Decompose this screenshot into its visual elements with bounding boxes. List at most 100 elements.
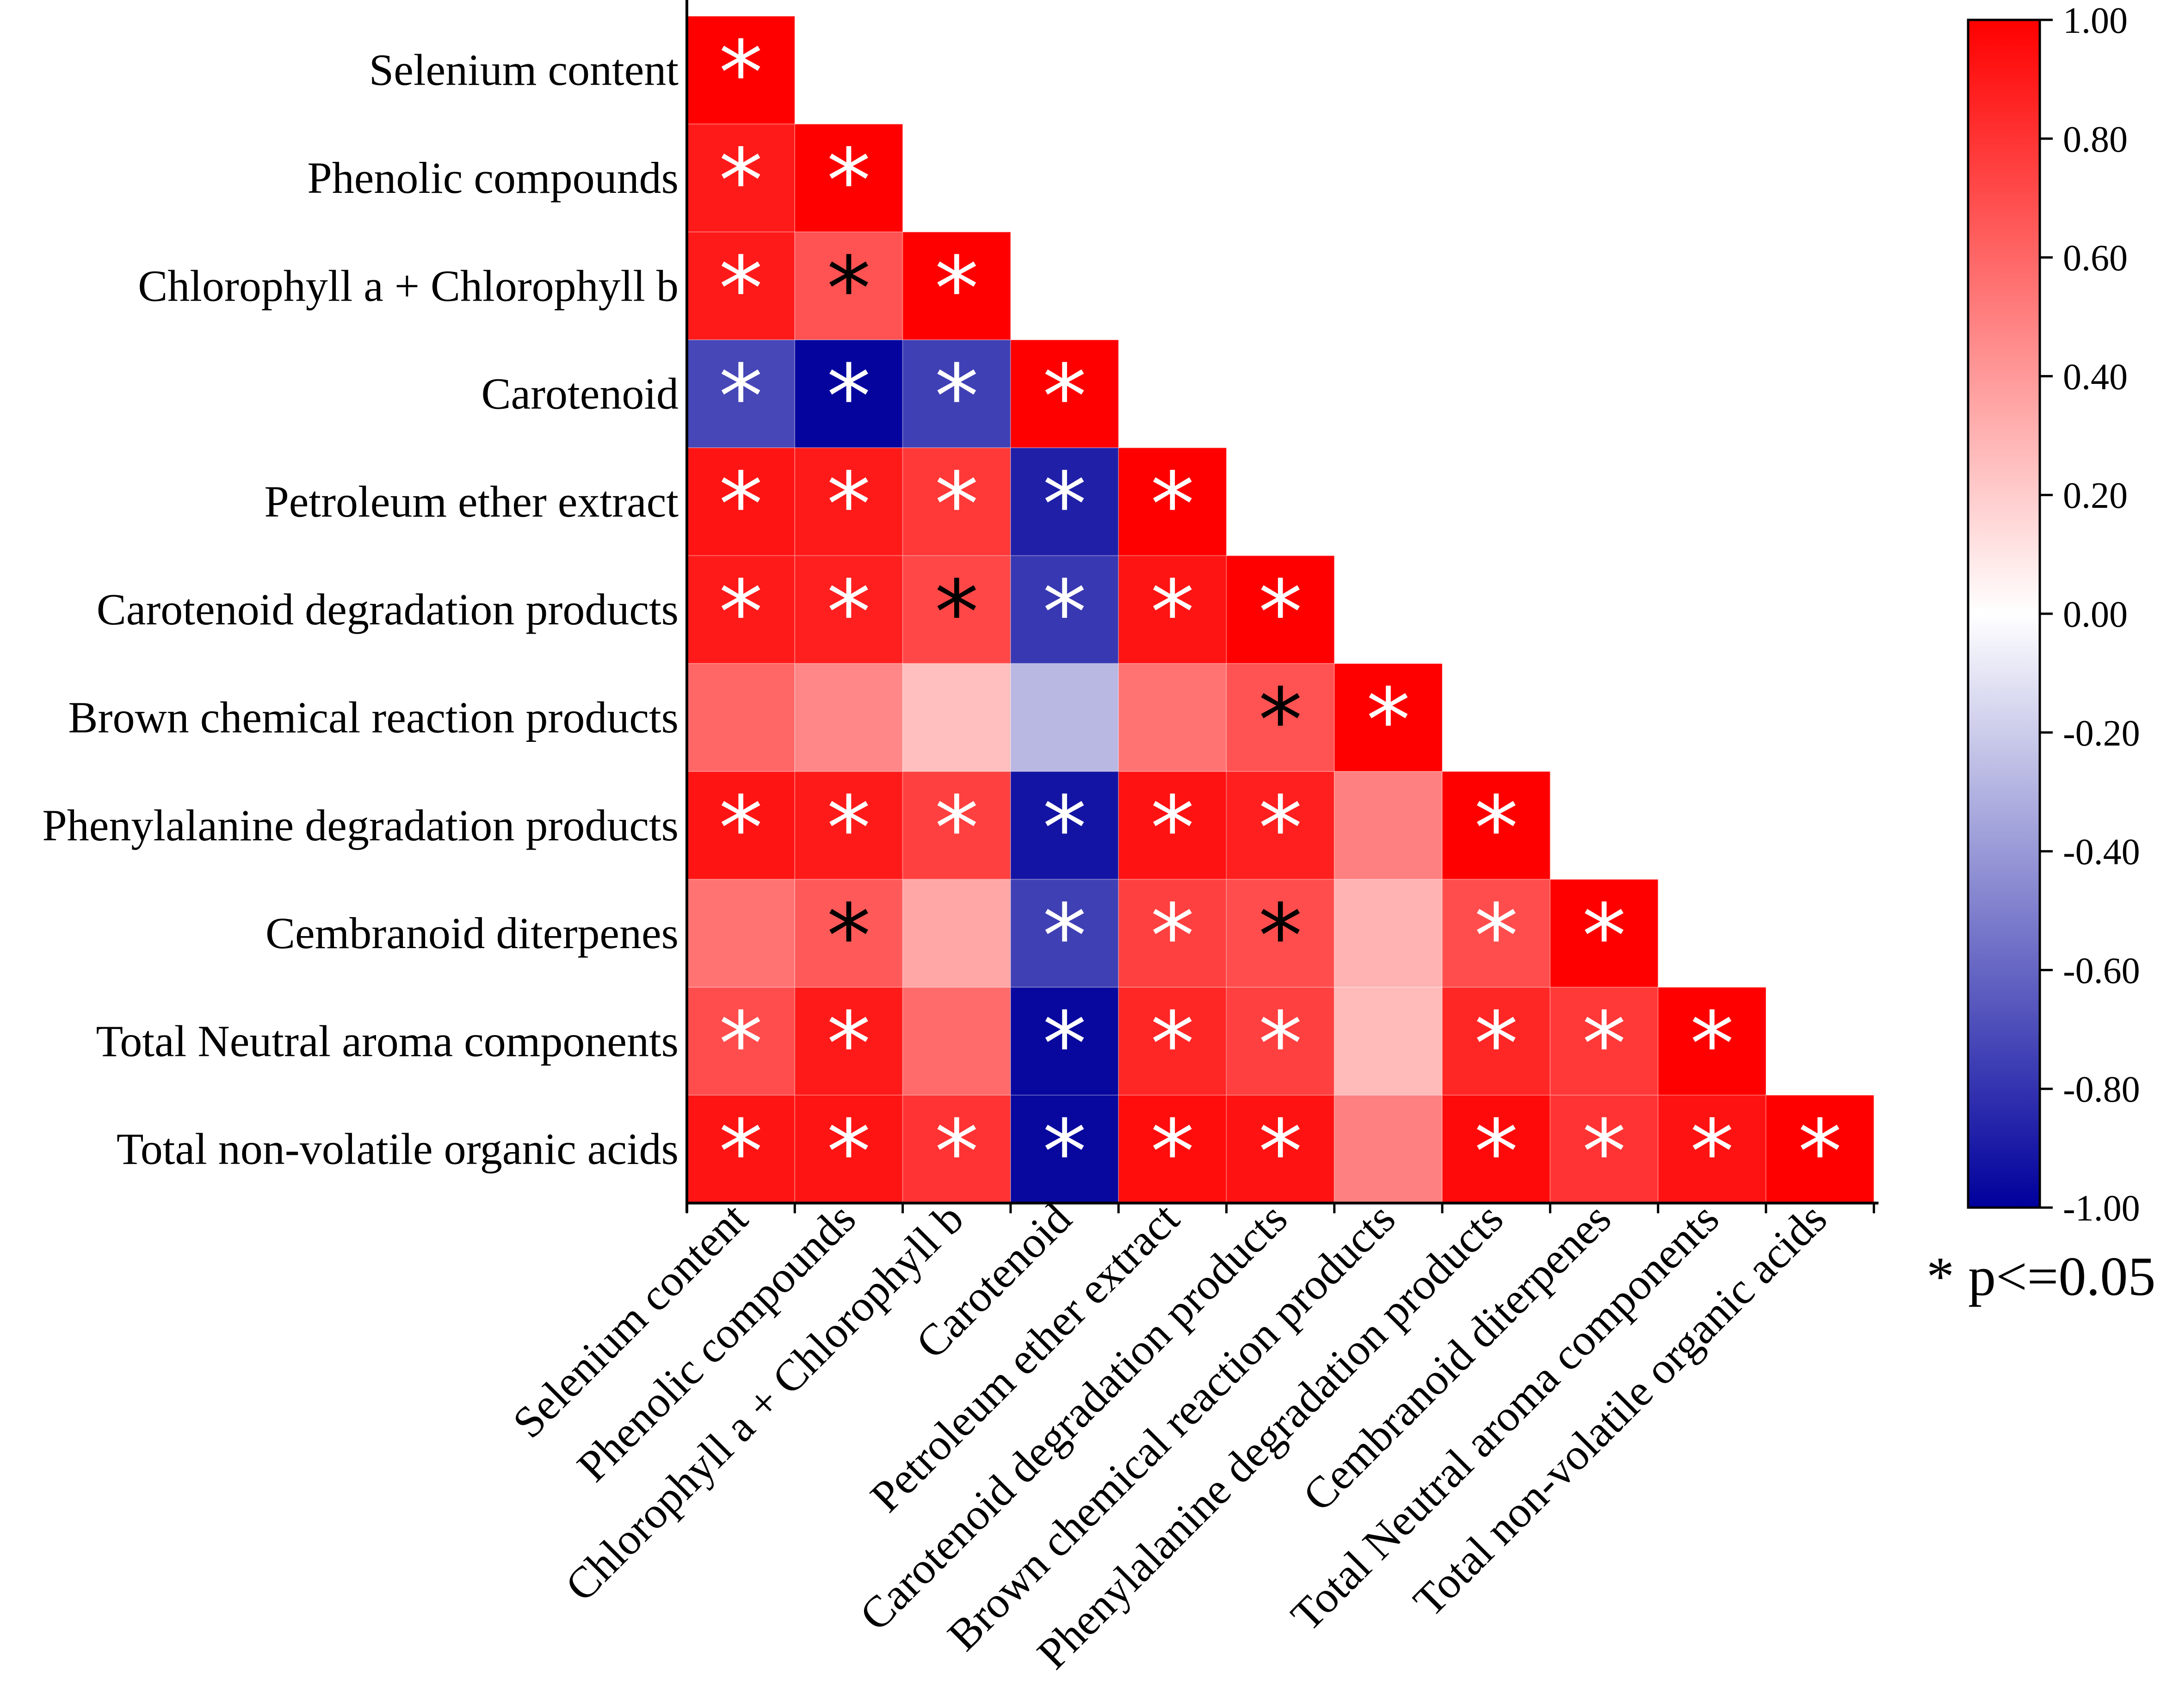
- heatmap-cell: [1550, 879, 1659, 988]
- heatmap-cell: [1118, 555, 1227, 664]
- significance-star: *: [1150, 885, 1194, 987]
- heatmap-cell: [1010, 555, 1119, 664]
- heatmap-cell: [794, 123, 903, 233]
- significance-star: *: [1043, 454, 1087, 556]
- colorbar-tick-label: 0.20: [2063, 475, 2128, 516]
- heatmap-cell: [1550, 1095, 1659, 1204]
- row-label: Total non-volatile organic acids: [117, 1124, 679, 1174]
- significance-star: *: [1043, 1101, 1087, 1203]
- colorbar-tick-label: -0.60: [2063, 950, 2140, 991]
- heatmap-cell: [902, 555, 1011, 664]
- colorbar-tick-label: 0.00: [2063, 594, 2128, 635]
- significance-star: *: [1474, 885, 1518, 987]
- heatmap-cell: [794, 447, 903, 556]
- significance-star: *: [719, 22, 763, 124]
- row-label: Carotenoid: [481, 369, 679, 419]
- heatmap-axes: [685, 0, 1879, 1214]
- colorbar-tick-label: -1.00: [2063, 1188, 2140, 1229]
- heatmap-cell: [1010, 1095, 1119, 1204]
- colorbar-tick-label: 0.80: [2063, 119, 2128, 160]
- significance-star: *: [1150, 1101, 1194, 1203]
- significance-star: *: [719, 238, 763, 340]
- heatmap-cells: [686, 16, 1875, 1204]
- significance-star: *: [1259, 1101, 1303, 1203]
- heatmap-cell: [1010, 879, 1119, 988]
- heatmap-cell: [686, 123, 796, 233]
- heatmap-cell: [902, 879, 1011, 988]
- colorbar-tick-label: 1.00: [2063, 0, 2128, 41]
- heatmap-cell: [1118, 663, 1227, 772]
- heatmap-cell: [1334, 1095, 1443, 1204]
- heatmap-cell: [1334, 987, 1443, 1096]
- significance-star: *: [1259, 670, 1303, 772]
- significance-star: *: [1043, 777, 1087, 880]
- significance-star: *: [1150, 777, 1194, 880]
- significance-star: *: [827, 561, 871, 664]
- heatmap-cell: [794, 663, 903, 772]
- row-label: Brown chemical reaction products: [68, 693, 679, 742]
- significance-star: *: [719, 777, 763, 880]
- heatmap-cell: [1442, 987, 1551, 1096]
- significance-star: *: [1259, 561, 1303, 664]
- significance-star: *: [827, 993, 871, 1095]
- significance-star: *: [827, 130, 871, 232]
- significance-star: *: [1690, 993, 1734, 1095]
- heatmap-cell: [1334, 771, 1443, 880]
- significance-star: *: [827, 454, 871, 556]
- heatmap-cell: [902, 447, 1011, 556]
- significance-star: *: [1259, 993, 1303, 1095]
- significance-star: *: [935, 346, 979, 448]
- colorbar-gradient: [1967, 18, 2041, 1209]
- heatmap-cell: [1226, 555, 1335, 664]
- heatmap-cell: [686, 1095, 796, 1204]
- significance-legend-note: * p<=0.05: [1926, 1246, 2155, 1307]
- row-label: Petroleum ether extract: [264, 477, 679, 526]
- significance-star: *: [827, 777, 871, 880]
- heatmap-cell: [686, 663, 796, 772]
- row-labels: Selenium content Phenolic compounds Chloro…: [42, 45, 679, 1174]
- significance-star: *: [827, 1101, 871, 1203]
- heatmap-cell: [794, 879, 903, 988]
- significance-star: *: [1043, 885, 1087, 987]
- heatmap-cell: [794, 339, 903, 449]
- row-label: Phenylalanine degradation products: [42, 801, 679, 850]
- significance-star: *: [1366, 670, 1410, 772]
- heatmap-cell: [794, 987, 903, 1096]
- heatmap-cell: [1010, 339, 1119, 449]
- heatmap-cell: [686, 16, 796, 125]
- significance-stars: ** ** * ** * * ** * * * ** * * * * ** ** * * * * * ** * * * * ** * * *…: [719, 22, 1842, 1203]
- significance-star: *: [1150, 561, 1194, 664]
- colorbar-tick-label: 0.60: [2063, 238, 2128, 279]
- heatmap-cell: [794, 555, 903, 664]
- heatmap-cell: [1010, 987, 1119, 1096]
- significance-star: *: [719, 346, 763, 448]
- heatmap-cell: [1010, 447, 1119, 556]
- heatmap-cell: [686, 231, 796, 340]
- significance-star: *: [827, 238, 871, 340]
- significance-star: *: [935, 777, 979, 880]
- significance-star: *: [1259, 885, 1303, 987]
- significance-star: *: [1150, 993, 1194, 1095]
- significance-star: *: [1474, 1101, 1518, 1203]
- heatmap-cell: [1442, 771, 1551, 880]
- significance-star: *: [1043, 993, 1087, 1095]
- row-label: Cembranoid diterpenes: [265, 908, 679, 958]
- row-label: Total Neutral aroma components: [96, 1016, 679, 1066]
- significance-star: *: [719, 993, 763, 1095]
- heatmap-cell: [1226, 1095, 1335, 1204]
- significance-star: *: [1582, 885, 1626, 987]
- colorbar-tick-label: 0.40: [2063, 357, 2128, 397]
- row-label: Phenolic compounds: [307, 153, 679, 203]
- heatmap-cell: [1657, 987, 1766, 1096]
- colorbar: 1.00 0.80 0.60 0.40 0.20 0.00 -0.20 -0.40 -0.60 -…: [1967, 0, 2140, 1229]
- significance-star: *: [1798, 1101, 1842, 1203]
- significance-star: *: [827, 346, 871, 448]
- heatmap-cell: [686, 879, 796, 988]
- significance-star: *: [935, 561, 979, 664]
- row-label: Selenium content: [369, 45, 679, 95]
- row-label: Carotenoid degradation products: [97, 585, 679, 634]
- significance-star: *: [1474, 993, 1518, 1095]
- heatmap-cell: [1010, 663, 1119, 772]
- significance-star: *: [1150, 454, 1194, 556]
